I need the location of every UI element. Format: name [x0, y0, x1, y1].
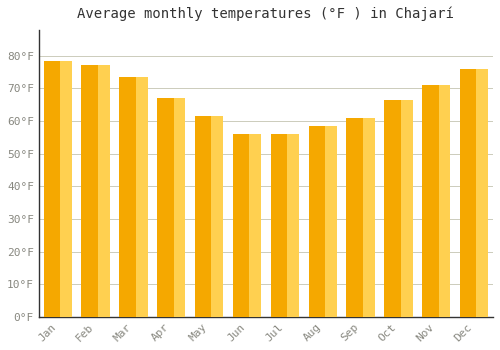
Bar	[460, 69, 476, 317]
Bar	[438, 85, 450, 317]
Bar	[363, 118, 375, 317]
Bar	[136, 77, 147, 317]
Bar	[44, 61, 60, 317]
Bar	[325, 126, 337, 317]
Bar	[157, 98, 174, 317]
Bar	[400, 100, 412, 317]
Bar	[98, 65, 110, 317]
Bar	[233, 134, 250, 317]
Bar	[250, 134, 261, 317]
Bar	[195, 116, 212, 317]
Bar	[174, 98, 186, 317]
Bar	[287, 134, 299, 317]
Title: Average monthly temperatures (°F ) in Chajarí: Average monthly temperatures (°F ) in Ch…	[78, 7, 454, 21]
Bar	[212, 116, 224, 317]
Bar	[119, 77, 136, 317]
Bar	[384, 100, 400, 317]
Bar	[346, 118, 363, 317]
Bar	[422, 85, 438, 317]
Bar	[82, 65, 98, 317]
Bar	[60, 61, 72, 317]
Bar	[270, 134, 287, 317]
Bar	[476, 69, 488, 317]
Bar	[308, 126, 325, 317]
